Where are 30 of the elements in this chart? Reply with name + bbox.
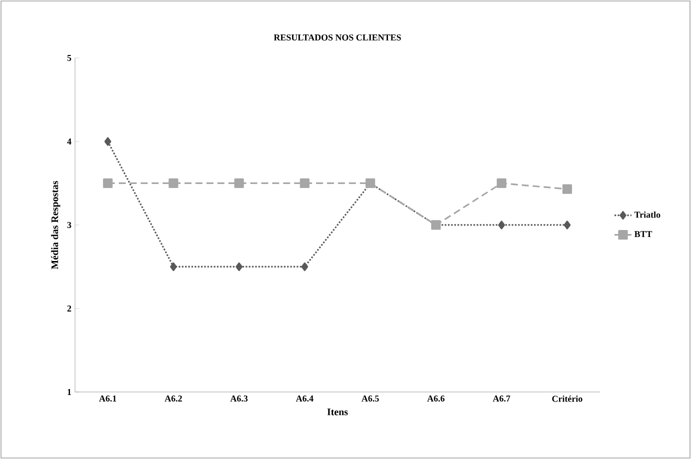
point xyxy=(103,178,113,188)
point xyxy=(498,220,505,230)
x-tick-label: A6.6 xyxy=(427,396,445,402)
point xyxy=(301,262,308,272)
y-tick-label: 5 xyxy=(67,55,72,61)
x-tick-label: Critério xyxy=(552,396,582,402)
point xyxy=(300,178,310,188)
x-axis-title: Itens xyxy=(327,408,348,416)
point xyxy=(168,178,178,188)
point xyxy=(234,178,244,188)
point xyxy=(564,220,571,230)
legend-label: Triatlo xyxy=(634,211,660,218)
x-tick-label: A6.4 xyxy=(296,396,314,402)
x-tick-label: A6.1 xyxy=(99,396,116,402)
chart-title: RESULTADOS NOS CLIENTES xyxy=(274,34,401,40)
y-tick-label: 1 xyxy=(68,389,72,395)
y-axis-title: Média das Respostas xyxy=(51,180,60,270)
y-tick-label: 4 xyxy=(67,138,72,144)
legend-label: BTT xyxy=(634,231,652,238)
x-tick-label: A6.2 xyxy=(164,396,182,402)
point xyxy=(104,137,112,146)
x-tick-label: A6.7 xyxy=(492,396,510,402)
point xyxy=(170,262,177,272)
point xyxy=(562,184,572,194)
y-tick-label: 3 xyxy=(67,222,72,228)
x-tick-label: A6.5 xyxy=(362,396,379,402)
point xyxy=(496,178,506,188)
y-tick-label: 2 xyxy=(67,306,72,312)
point xyxy=(236,262,242,272)
x-tick-label: A6.3 xyxy=(230,396,248,402)
